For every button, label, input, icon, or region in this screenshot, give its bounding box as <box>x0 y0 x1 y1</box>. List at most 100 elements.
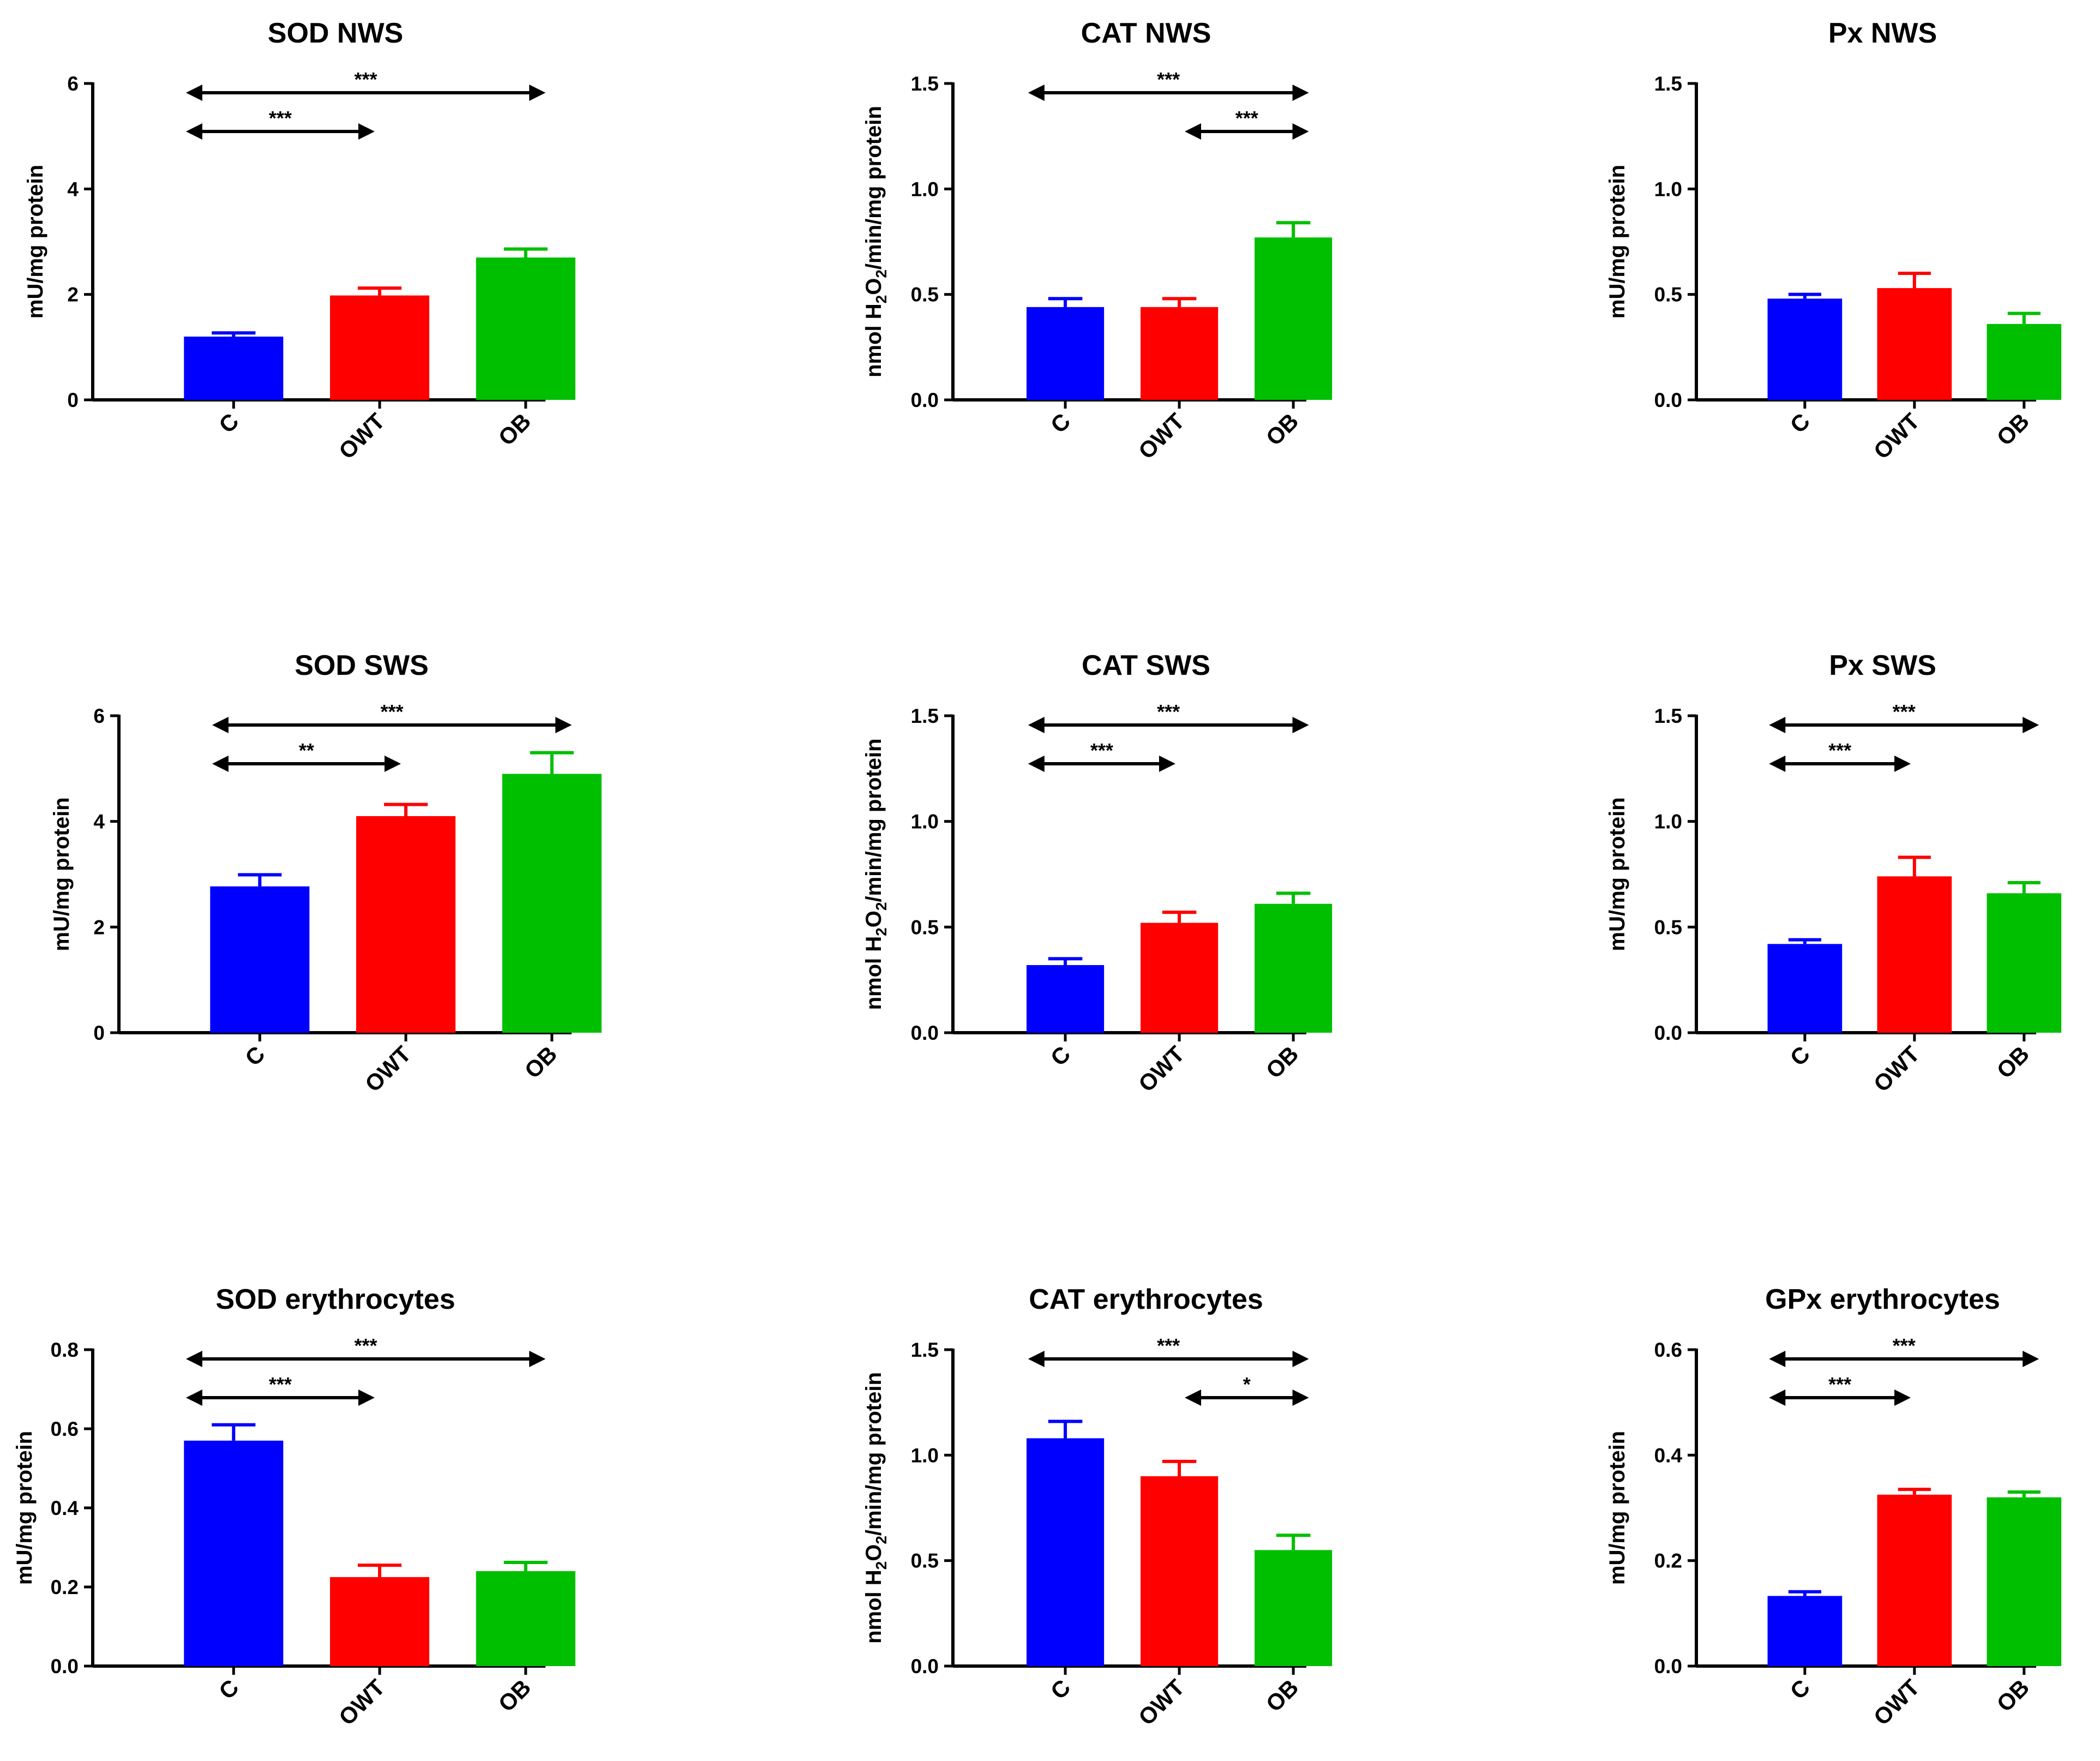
y-tick-label: 0.5 <box>911 916 939 938</box>
x-tick-label: OWT <box>1133 408 1190 464</box>
significance-c-owt: ** <box>212 739 401 772</box>
significance-label: *** <box>1090 739 1113 762</box>
chart-title: Px NWS <box>1828 17 1937 49</box>
y-tick-label: 1.0 <box>911 1444 939 1466</box>
significance-label: *** <box>1235 107 1258 129</box>
chart-title: CAT erythrocytes <box>1029 1284 1263 1315</box>
y-tick-label: 0.0 <box>1654 389 1682 411</box>
significance-label: *** <box>1893 700 1916 723</box>
significance-label: *** <box>269 1373 292 1395</box>
significance-label: *** <box>355 1334 377 1357</box>
arrowhead-right-icon <box>358 123 375 140</box>
significance-label: *** <box>1893 1334 1916 1357</box>
arrowhead-left-icon <box>1028 756 1045 772</box>
significance-label: *** <box>1157 700 1180 723</box>
arrowhead-right-icon <box>529 1351 546 1367</box>
arrowhead-left-icon <box>1769 1351 1786 1367</box>
x-tick-label: OWT <box>1869 1674 1925 1730</box>
significance-c-ob: *** <box>1028 68 1309 101</box>
y-tick-label: 1.0 <box>911 178 939 200</box>
bar-c <box>1026 1438 1105 1666</box>
y-axis-label: mU/mg protein <box>50 797 74 951</box>
significance-label: *** <box>1157 1334 1180 1357</box>
bar-ob <box>476 257 575 400</box>
significance-c-ob: *** <box>185 1334 546 1367</box>
arrowhead-right-icon <box>529 85 546 101</box>
significance-label: *** <box>355 68 377 91</box>
y-tick-label: 0.6 <box>1654 1339 1682 1361</box>
y-tick-label: 0.2 <box>51 1576 79 1598</box>
y-tick-label: 1.5 <box>1654 73 1682 95</box>
significance-c-ob: *** <box>212 700 572 733</box>
chart-px-sws: Px SWS 0.0 0.5 1.0 1.5 mU/mg protein C OWT OB ***… <box>1605 650 2062 1097</box>
arrowhead-right-icon <box>1292 717 1309 733</box>
x-tick-label: C <box>1046 1674 1076 1704</box>
significance-c-owt: *** <box>1769 739 1911 772</box>
y-tick-label: 0.4 <box>51 1497 79 1519</box>
y-tick-label: 0.6 <box>51 1418 79 1440</box>
arrowhead-right-icon <box>2023 717 2039 733</box>
y-tick-label: 1.5 <box>1654 705 1682 727</box>
arrowhead-left-icon <box>185 123 202 140</box>
bar-c <box>1767 944 1843 1033</box>
bar-ob <box>1987 324 2062 400</box>
arrowhead-left-icon <box>1769 1389 1786 1406</box>
x-tick-label: C <box>1046 408 1076 438</box>
x-tick-label: OB <box>1991 1674 2034 1717</box>
x-tick-label: OB <box>493 408 536 451</box>
arrowhead-right-icon <box>1292 1351 1309 1367</box>
x-tick-label: OB <box>519 1041 562 1083</box>
chart-px-nws: Px NWS 0.0 0.5 1.0 1.5 mU/mg protein C OWT OB <box>1605 17 2062 464</box>
arrowhead-left-icon <box>185 85 202 101</box>
bar-owt <box>1141 923 1219 1033</box>
y-tick-label: 0.0 <box>1654 1655 1682 1678</box>
y-tick-label: 2 <box>93 916 105 938</box>
significance-c-owt: *** <box>1028 739 1175 772</box>
x-tick-label: OWT <box>1869 408 1925 464</box>
y-tick-label: 0.5 <box>911 1550 939 1572</box>
chart-title: Px SWS <box>1829 650 1936 681</box>
x-tick-label: OWT <box>1133 1041 1190 1097</box>
significance-c-ob: *** <box>185 68 546 101</box>
bar-ob <box>1255 1550 1333 1666</box>
x-tick-label: C <box>1785 1041 1815 1071</box>
significance-c-ob: *** <box>1769 700 2039 733</box>
significance-c-owt: *** <box>185 1373 375 1406</box>
chart-title: CAT NWS <box>1081 17 1211 49</box>
arrowhead-left-icon <box>1185 1389 1202 1406</box>
significance-c-owt: *** <box>1769 1373 1911 1406</box>
x-tick-label: OWT <box>334 1674 390 1730</box>
arrowhead-left-icon <box>212 756 229 772</box>
bar-owt <box>356 816 456 1033</box>
bar-ob <box>1255 237 1333 400</box>
x-tick-label: C <box>214 1674 244 1704</box>
bar-c <box>210 886 310 1033</box>
significance-c-ob: *** <box>1769 1334 2039 1367</box>
y-axis-label: mU/mg protein <box>1605 797 1629 951</box>
x-tick-label: C <box>1785 408 1815 438</box>
y-tick-label: 6 <box>67 73 79 95</box>
x-tick-label: OWT <box>360 1041 416 1097</box>
y-axis-label: mU/mg protein <box>23 165 47 319</box>
bar-ob <box>476 1571 575 1666</box>
chart-cat-erythrocytes: CAT erythrocytes 0.0 0.5 1.0 1.5 nmol H2O2/mi… <box>862 1284 1333 1730</box>
significance-label: ** <box>299 739 314 762</box>
y-tick-label: 1.0 <box>911 811 939 833</box>
bar-ob <box>1987 1497 2062 1666</box>
y-tick-label: 4 <box>67 178 79 200</box>
x-tick-label: OB <box>493 1674 536 1717</box>
y-tick-label: 1.5 <box>911 73 939 95</box>
significance-label: *** <box>269 107 292 129</box>
y-tick-label: 1.0 <box>1654 178 1682 200</box>
x-tick-label: C <box>214 408 244 438</box>
y-tick-label: 0.5 <box>1654 916 1682 938</box>
arrowhead-left-icon <box>185 1351 202 1367</box>
bar-owt <box>1141 1476 1219 1666</box>
arrowhead-left-icon <box>1185 123 1202 140</box>
y-axis-label: mU/mg protein <box>1605 1431 1629 1585</box>
chart-title: SOD NWS <box>268 17 403 49</box>
y-tick-label: 0 <box>93 1022 105 1044</box>
